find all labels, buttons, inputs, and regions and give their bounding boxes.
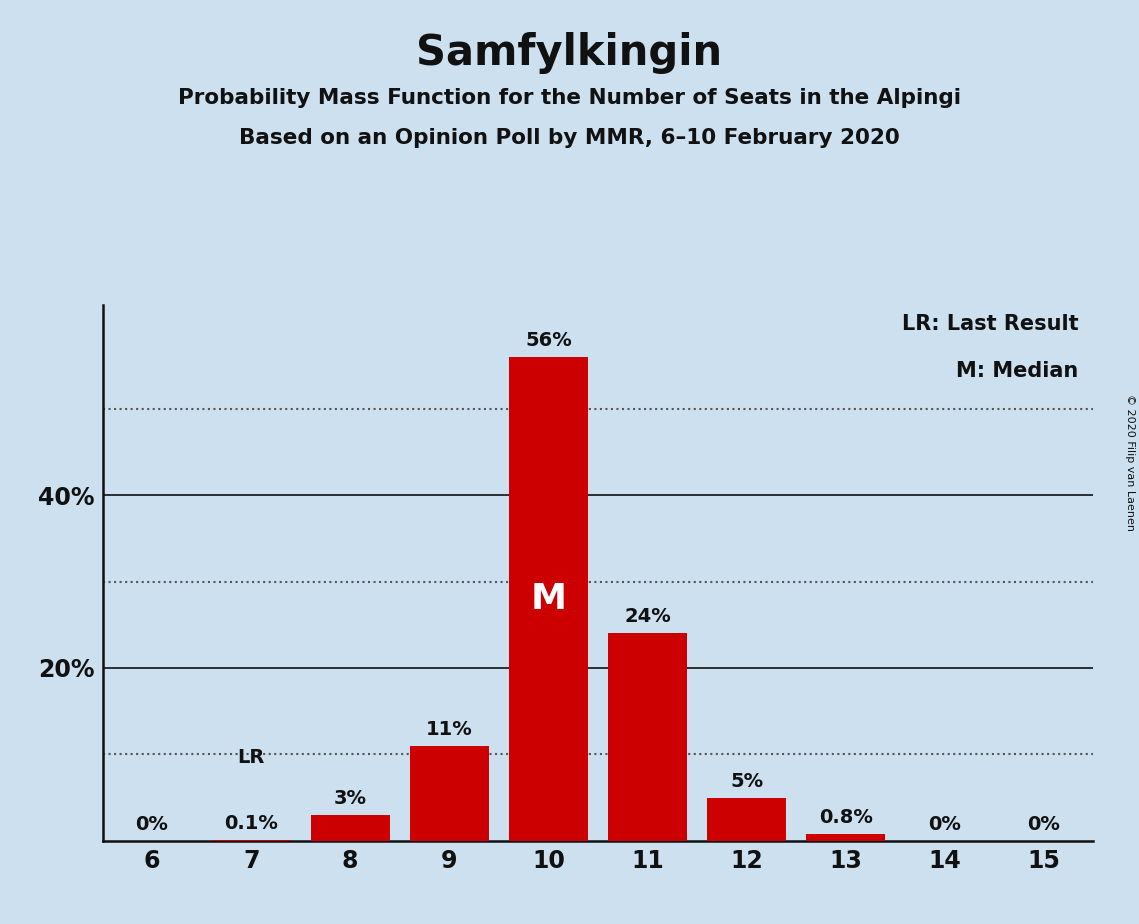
Text: 24%: 24% <box>624 607 671 626</box>
Text: LR: Last Result: LR: Last Result <box>902 313 1079 334</box>
Text: 0.8%: 0.8% <box>819 808 872 827</box>
Bar <box>707 797 786 841</box>
Text: 0%: 0% <box>136 815 169 834</box>
Text: Samfylkingin: Samfylkingin <box>417 32 722 74</box>
Text: © 2020 Filip van Laenen: © 2020 Filip van Laenen <box>1125 394 1134 530</box>
Text: M: Median: M: Median <box>957 361 1079 381</box>
Text: 11%: 11% <box>426 720 473 739</box>
Bar <box>608 633 687 841</box>
Bar <box>410 746 489 841</box>
Text: Probability Mass Function for the Number of Seats in the Alpingi: Probability Mass Function for the Number… <box>178 88 961 108</box>
Bar <box>806 834 885 841</box>
Text: LR: LR <box>237 748 265 767</box>
Bar <box>509 357 588 841</box>
Text: 0.1%: 0.1% <box>224 814 278 833</box>
Text: 56%: 56% <box>525 331 572 350</box>
Text: 0%: 0% <box>928 815 961 834</box>
Text: Based on an Opinion Poll by MMR, 6–10 February 2020: Based on an Opinion Poll by MMR, 6–10 Fe… <box>239 128 900 148</box>
Text: 0%: 0% <box>1027 815 1060 834</box>
Text: 3%: 3% <box>334 789 367 808</box>
Bar <box>311 815 390 841</box>
Text: M: M <box>531 582 566 615</box>
Text: 5%: 5% <box>730 772 763 791</box>
